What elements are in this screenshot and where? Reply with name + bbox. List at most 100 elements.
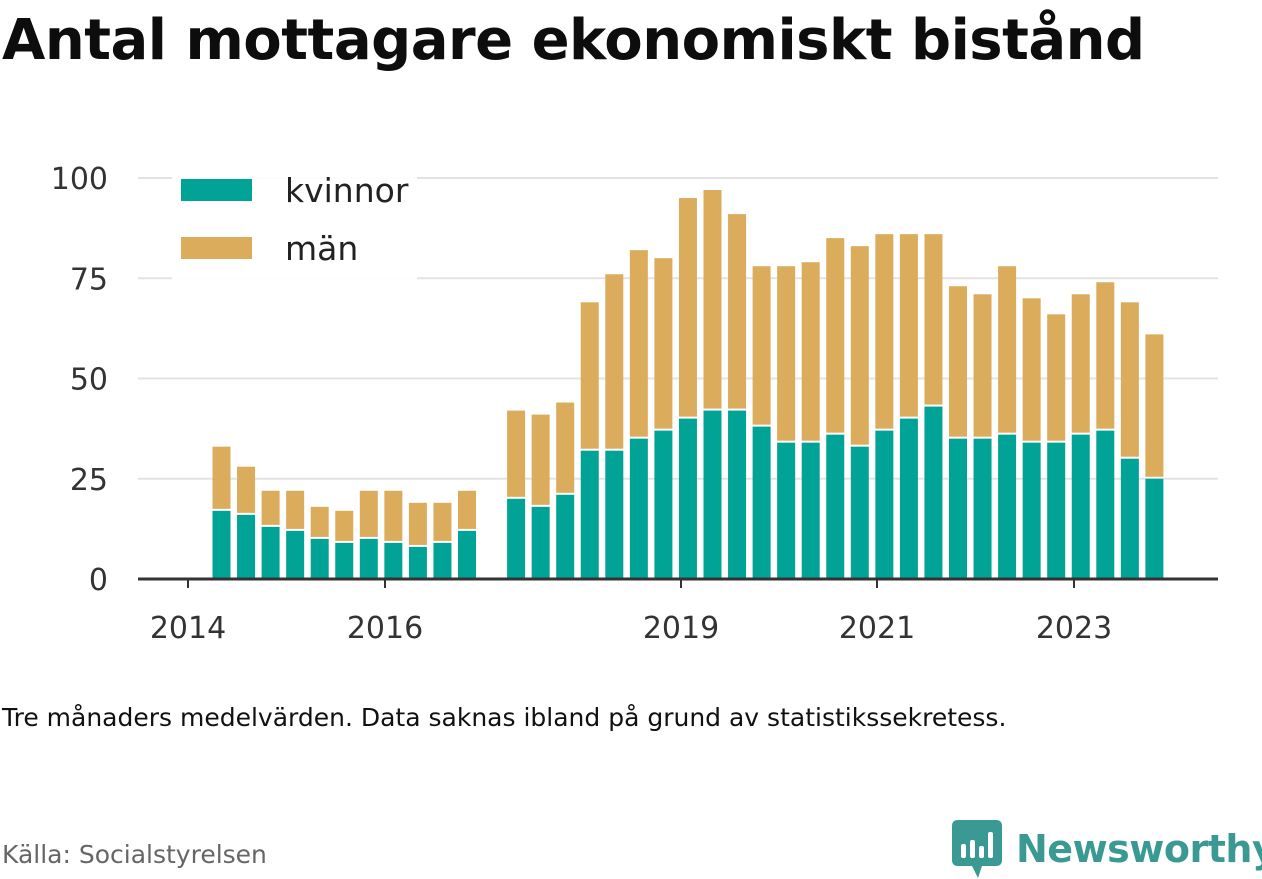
bar-man	[335, 510, 354, 541]
bar-kvinnor	[531, 506, 550, 579]
bar-man	[973, 294, 992, 437]
bar-kvinnor	[654, 430, 673, 579]
y-axis-ticks: 0 25 50 75 100	[51, 162, 108, 598]
bar-kvinnor	[1047, 442, 1066, 579]
y-tick-label-25: 25	[70, 463, 108, 498]
bar-man	[1047, 314, 1066, 441]
bar-man	[531, 414, 550, 505]
x-tick-label-2023: 2023	[1036, 611, 1112, 646]
x-axis-ticks: 2014 2016 2019 2021 2023	[150, 579, 1112, 646]
brand-name: Newsworthy	[1016, 827, 1262, 871]
x-tick-label-2019: 2019	[643, 611, 719, 646]
bar-man	[580, 302, 599, 449]
bar-man	[875, 234, 894, 429]
y-tick-label-50: 50	[70, 363, 108, 398]
bar-man	[261, 490, 280, 525]
chart-title: Antal mottagare ekonomiskt bistånd	[2, 8, 1145, 73]
bar-kvinnor	[384, 542, 403, 579]
bar-kvinnor	[605, 450, 624, 579]
bar-man	[1096, 282, 1115, 429]
bar-man	[310, 506, 329, 537]
bar-kvinnor	[826, 434, 845, 579]
bar-man	[801, 262, 820, 441]
bar-man	[408, 502, 427, 545]
bar-kvinnor	[310, 538, 329, 579]
bar-man	[1145, 334, 1164, 477]
bar-man	[728, 214, 747, 409]
bar-man	[384, 490, 403, 541]
bar-man	[458, 490, 476, 529]
bar-kvinnor	[408, 546, 427, 579]
bar-man	[359, 490, 378, 537]
bar-kvinnor	[1022, 442, 1041, 579]
bar-man	[286, 490, 305, 529]
bar-kvinnor	[458, 530, 476, 579]
bar-kvinnor	[580, 450, 599, 579]
bar-kvinnor	[777, 442, 796, 579]
bar-kvinnor	[728, 410, 747, 579]
bar-kvinnor	[973, 438, 992, 579]
bar-kvinnor	[875, 430, 894, 579]
bar-man	[678, 198, 697, 417]
stacked-bar-chart: 0 25 50 75 100 2014 2016 2019 2021 2023 kvinnor m…	[51, 162, 1218, 646]
x-tick-label-2021: 2021	[839, 611, 915, 646]
bar-man	[752, 266, 771, 425]
bar-man	[507, 410, 526, 497]
x-tick-label-2016: 2016	[347, 611, 423, 646]
bar-man	[949, 286, 967, 437]
bars	[212, 190, 1164, 579]
bar-kvinnor	[261, 526, 280, 579]
bar-kvinnor	[286, 530, 305, 579]
bar-man	[899, 234, 918, 417]
bar-kvinnor	[703, 410, 722, 579]
bar-kvinnor	[212, 510, 231, 579]
bar-kvinnor	[556, 494, 575, 579]
bar-kvinnor	[1071, 434, 1090, 579]
y-tick-label-75: 75	[70, 262, 108, 297]
legend: kvinnor män	[172, 166, 417, 281]
bar-man	[1022, 298, 1041, 441]
bar-man	[998, 266, 1017, 433]
bar-man	[826, 238, 845, 433]
bar-kvinnor	[335, 542, 354, 579]
bar-kvinnor	[924, 406, 943, 579]
legend-label-man: män	[285, 229, 358, 268]
bar-kvinnor	[949, 438, 967, 579]
bar-man	[850, 246, 869, 445]
bar-man	[237, 466, 256, 513]
bar-man	[629, 250, 648, 437]
bar-man	[777, 266, 796, 441]
bar-kvinnor	[1096, 430, 1115, 579]
bar-kvinnor	[629, 438, 648, 579]
chart-note: Tre månaders medelvärden. Data saknas ib…	[2, 703, 1007, 732]
legend-swatch-kvinnor	[181, 179, 252, 201]
bar-man	[212, 446, 231, 509]
bar-kvinnor	[237, 514, 256, 579]
bar-kvinnor	[507, 498, 526, 579]
y-tick-label-100: 100	[51, 162, 108, 197]
bar-kvinnor	[359, 538, 378, 579]
bar-man	[924, 234, 943, 405]
bar-kvinnor	[801, 442, 820, 579]
chart-logo-icon	[952, 820, 1002, 878]
bar-man	[556, 402, 575, 493]
x-tick-label-2014: 2014	[150, 611, 226, 646]
y-tick-label-0: 0	[89, 563, 108, 598]
bar-kvinnor	[678, 418, 697, 579]
bar-man	[605, 274, 624, 449]
bar-kvinnor	[899, 418, 918, 579]
bar-kvinnor	[433, 542, 452, 579]
newsworthy-logo: Newsworthy	[952, 820, 1262, 878]
legend-label-kvinnor: kvinnor	[285, 171, 409, 210]
bar-man	[433, 502, 452, 541]
bar-kvinnor	[850, 446, 869, 579]
legend-swatch-man	[181, 237, 252, 259]
bar-man	[654, 258, 673, 429]
bar-man	[703, 190, 722, 409]
bar-man	[1120, 302, 1139, 457]
bar-kvinnor	[1120, 458, 1139, 579]
bar-kvinnor	[998, 434, 1017, 579]
bar-kvinnor	[1145, 478, 1164, 579]
source-label: Källa: Socialstyrelsen	[2, 840, 267, 869]
bar-man	[1071, 294, 1090, 433]
